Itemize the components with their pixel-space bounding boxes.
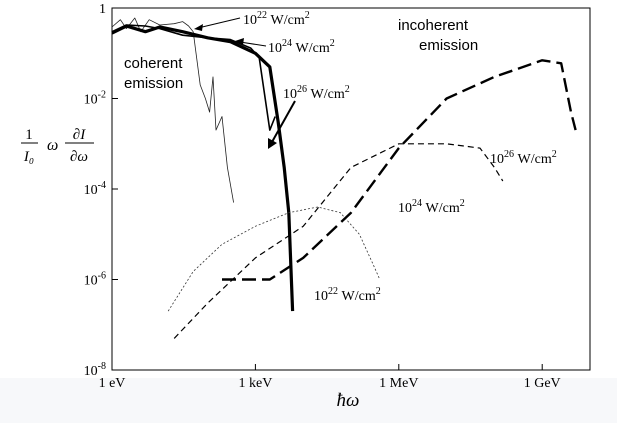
- y-label-i0: I₀: [23, 149, 34, 165]
- y-label-omega: ω: [47, 137, 58, 154]
- series-inc-26: [222, 59, 577, 281]
- series-coh-26: [111, 24, 295, 312]
- series-layer: [111, 17, 577, 339]
- intensity-labels: 1022 W/cm2 1024 W/cm2 1026 W/cm2 1026 W/cm2…: [243, 10, 557, 304]
- y-tick-label: 10-2: [84, 90, 106, 108]
- y-axis-ticks: 10-8 10-6 10-4 10-2 1: [84, 2, 118, 379]
- series-coh-22: [111, 17, 234, 203]
- y-axis-label: 1 I₀ ω ∂I ∂ω: [21, 127, 94, 165]
- plot-frame: [111, 7, 591, 371]
- arrow-coh-24: [239, 41, 267, 47]
- intensity-lbl-inc-22: 1022 W/cm2: [314, 286, 381, 304]
- incoherent-label-line1: incoherent: [398, 17, 469, 34]
- y-label-one: 1: [25, 127, 33, 143]
- footer-band: [0, 378, 617, 423]
- x-tick-label: 1 eV: [99, 376, 126, 391]
- intensity-lbl-coh-26: 1026 W/cm2: [283, 84, 350, 102]
- intensity-lbl-coh-22: 1022 W/cm2: [243, 10, 310, 28]
- y-tick-label: 10-6: [84, 271, 106, 289]
- intensity-lbl-inc-26: 1026 W/cm2: [490, 149, 557, 167]
- x-tick-label: 1 keV: [238, 376, 272, 391]
- series-inc-24: [173, 143, 504, 339]
- arrow-coh-26: [271, 100, 296, 143]
- x-axis-label: ħω: [337, 390, 360, 411]
- coherent-label-line1: coherent: [124, 55, 183, 72]
- x-tick-label: 1 GeV: [524, 376, 561, 391]
- y-tick-label: 10-8: [84, 361, 106, 379]
- intensity-lbl-coh-24: 1024 W/cm2: [268, 38, 335, 56]
- y-label-dI: ∂I: [73, 127, 86, 143]
- pointer-arrows: [194, 17, 296, 149]
- y-label-domega: ∂ω: [70, 149, 88, 165]
- arrow-coh-22: [197, 17, 241, 29]
- y-tick-label: 1: [99, 2, 106, 17]
- intensity-lbl-inc-24: 1024 W/cm2: [398, 198, 465, 216]
- coherent-label-line2: emission: [124, 75, 183, 92]
- x-axis-ticks: 1 eV 1 keV 1 MeV 1 GeV: [99, 364, 561, 391]
- incoherent-label-line2: emission: [419, 37, 478, 54]
- y-tick-label: 10-4: [84, 180, 106, 198]
- x-tick-label: 1 MeV: [379, 376, 418, 391]
